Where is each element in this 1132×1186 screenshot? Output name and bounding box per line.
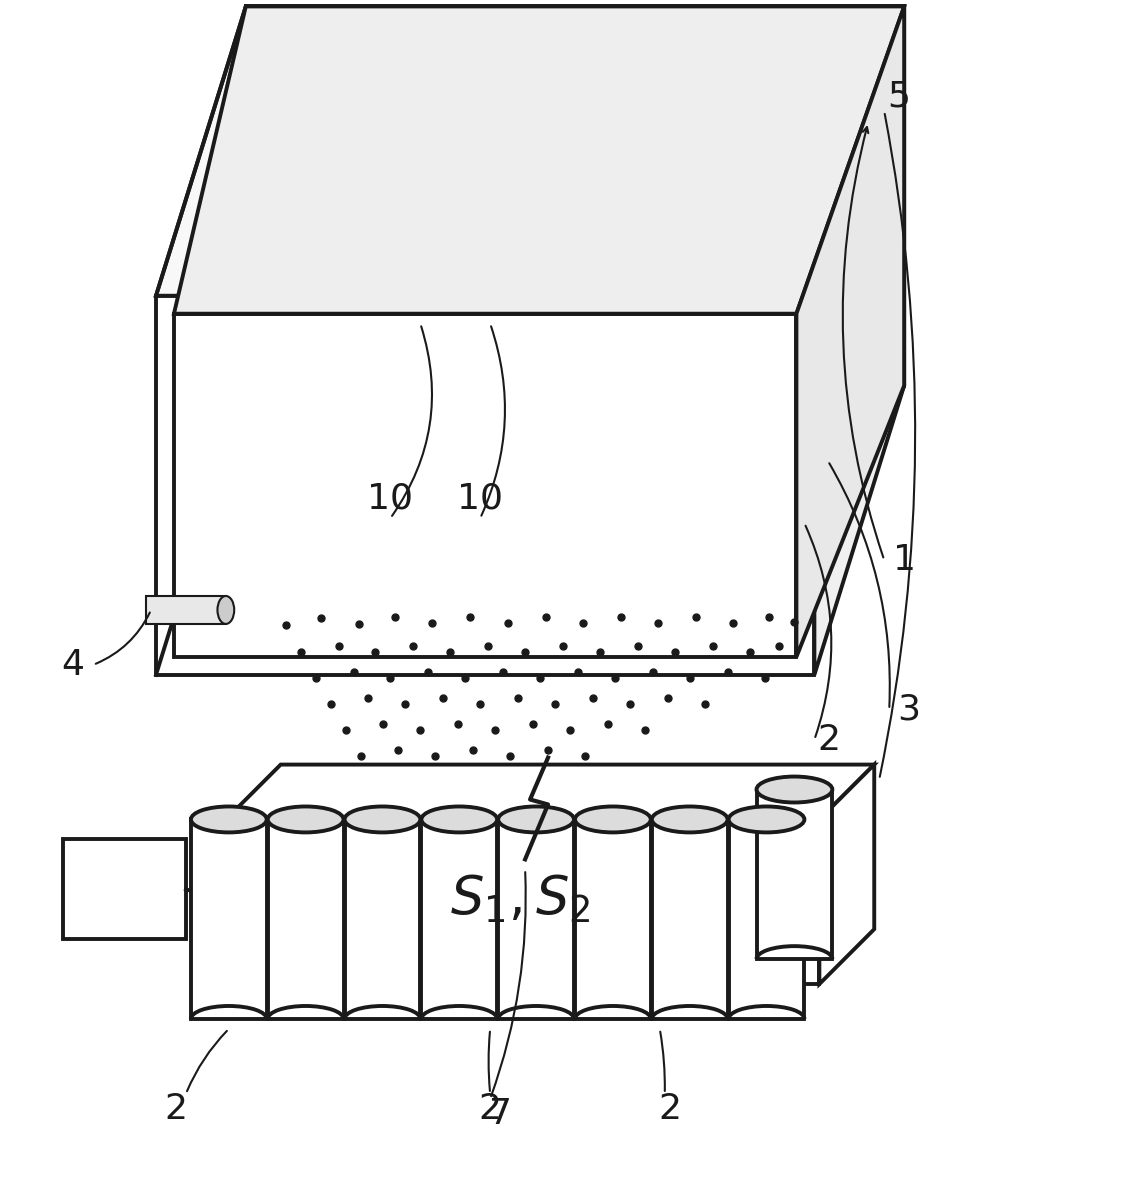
Polygon shape xyxy=(756,790,832,959)
Polygon shape xyxy=(156,295,814,675)
Polygon shape xyxy=(421,820,497,1019)
Polygon shape xyxy=(797,6,904,657)
Polygon shape xyxy=(191,820,267,1019)
Ellipse shape xyxy=(217,597,234,624)
Polygon shape xyxy=(575,820,651,1019)
Ellipse shape xyxy=(729,806,805,833)
Ellipse shape xyxy=(756,777,832,803)
Text: 7: 7 xyxy=(489,1097,512,1130)
Polygon shape xyxy=(174,6,904,313)
Text: 2: 2 xyxy=(164,1092,188,1126)
Text: $S_1, S_2$: $S_1, S_2$ xyxy=(449,873,591,925)
Polygon shape xyxy=(146,597,226,624)
Ellipse shape xyxy=(575,806,651,833)
Polygon shape xyxy=(226,820,820,984)
Polygon shape xyxy=(652,820,728,1019)
Polygon shape xyxy=(814,6,904,675)
Polygon shape xyxy=(226,765,874,820)
Polygon shape xyxy=(729,820,805,1019)
Polygon shape xyxy=(344,820,420,1019)
Polygon shape xyxy=(268,820,343,1019)
Text: 2: 2 xyxy=(817,722,841,757)
Ellipse shape xyxy=(652,806,728,833)
Text: 2: 2 xyxy=(479,1092,501,1126)
Text: 10: 10 xyxy=(368,482,413,515)
Polygon shape xyxy=(174,313,797,657)
Ellipse shape xyxy=(191,806,267,833)
Ellipse shape xyxy=(268,806,343,833)
Polygon shape xyxy=(156,6,904,295)
Text: 4: 4 xyxy=(62,648,85,682)
Text: 3: 3 xyxy=(898,693,920,727)
Ellipse shape xyxy=(421,806,497,833)
Ellipse shape xyxy=(498,806,574,833)
Text: 1: 1 xyxy=(893,543,916,578)
Polygon shape xyxy=(820,765,874,984)
Polygon shape xyxy=(63,840,186,939)
Text: 2: 2 xyxy=(658,1092,681,1126)
Ellipse shape xyxy=(344,806,420,833)
Polygon shape xyxy=(498,820,574,1019)
Text: 10: 10 xyxy=(457,482,504,515)
Text: 5: 5 xyxy=(887,79,910,113)
